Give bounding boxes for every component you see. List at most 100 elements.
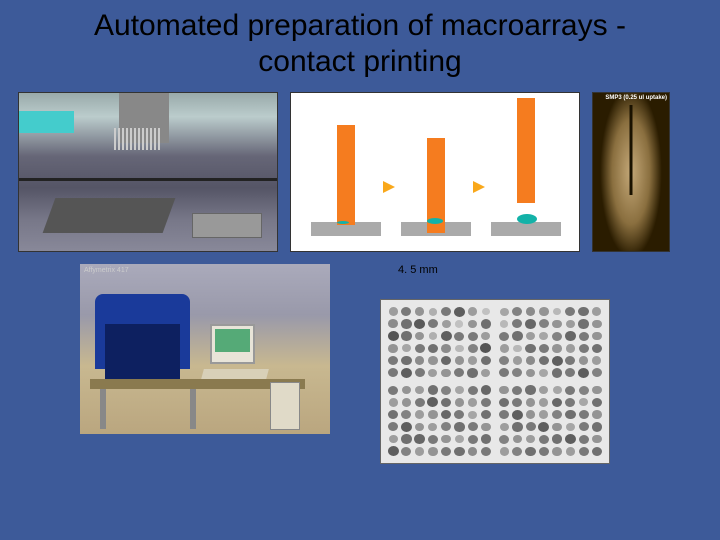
array-spot bbox=[526, 332, 535, 340]
array-spot bbox=[402, 386, 411, 395]
array-spot bbox=[455, 398, 464, 407]
array-spot bbox=[499, 368, 509, 377]
array-spot bbox=[388, 386, 398, 395]
arrow-1 bbox=[383, 181, 395, 193]
array-spot bbox=[454, 332, 464, 341]
array-spot bbox=[592, 386, 601, 395]
array-spot bbox=[512, 447, 522, 456]
array-spot bbox=[512, 398, 522, 407]
array-spot bbox=[481, 319, 491, 328]
array-spot bbox=[415, 332, 424, 341]
arrayer-photo bbox=[18, 92, 278, 252]
array-spot bbox=[539, 344, 549, 353]
array-spot bbox=[402, 398, 411, 407]
array-spot bbox=[468, 307, 477, 315]
array-spot bbox=[592, 435, 601, 444]
array-spot bbox=[455, 345, 463, 353]
array-spot bbox=[552, 447, 561, 456]
array-spot bbox=[441, 435, 450, 444]
array-spot bbox=[565, 307, 575, 316]
array-spot bbox=[526, 435, 535, 443]
pin-closeup-photo: SMP3 (0.25 ul uptake) bbox=[592, 92, 670, 252]
workstation-photo: Affymetrix 417 bbox=[80, 264, 330, 434]
shelf bbox=[19, 178, 277, 181]
array-spot bbox=[388, 422, 398, 431]
array-spot bbox=[401, 422, 412, 432]
array-spot bbox=[513, 356, 522, 364]
array-spot bbox=[389, 435, 398, 443]
array-spot bbox=[415, 447, 424, 455]
array-spot bbox=[526, 369, 535, 378]
array-spot bbox=[482, 308, 490, 315]
array-spot bbox=[566, 344, 575, 352]
array-block bbox=[387, 306, 492, 379]
pin-1 bbox=[337, 125, 355, 225]
array-spot bbox=[579, 422, 589, 431]
array-spot bbox=[526, 307, 536, 316]
array-spot bbox=[481, 369, 490, 377]
array-spot bbox=[512, 422, 522, 431]
array-spot bbox=[552, 344, 561, 353]
array-spot bbox=[578, 319, 588, 328]
plate bbox=[43, 198, 176, 233]
tray bbox=[192, 213, 262, 238]
array-spot bbox=[566, 320, 575, 328]
array-spot bbox=[480, 343, 491, 353]
array-spot bbox=[428, 319, 438, 328]
array-spot bbox=[468, 435, 478, 444]
array-spot bbox=[401, 319, 411, 328]
array-spot bbox=[428, 356, 437, 365]
array-spot bbox=[499, 332, 509, 341]
title-line-1: Automated preparation of macroarrays - bbox=[94, 9, 626, 42]
array-spot bbox=[441, 398, 451, 407]
array-spot bbox=[415, 398, 425, 407]
array-spot bbox=[415, 344, 425, 353]
array-spot bbox=[401, 331, 411, 340]
array-spot bbox=[441, 356, 452, 366]
array-spot bbox=[592, 332, 601, 341]
array-spot bbox=[552, 423, 561, 432]
array-spot bbox=[592, 344, 602, 353]
pin-slit bbox=[630, 105, 633, 195]
array-spot bbox=[415, 410, 424, 418]
array-spot bbox=[499, 386, 508, 395]
array-spot bbox=[565, 434, 576, 444]
array-spot bbox=[500, 308, 509, 316]
array-spot bbox=[468, 332, 478, 341]
array-spot bbox=[525, 385, 535, 394]
array-spot bbox=[512, 331, 522, 340]
array-spot bbox=[579, 356, 588, 365]
array-spot bbox=[539, 332, 548, 340]
array-spot bbox=[481, 434, 491, 443]
array-spot bbox=[388, 331, 399, 341]
array-spot bbox=[481, 398, 491, 407]
photo2-label: Affymetrix 417 bbox=[84, 267, 129, 274]
array-spot bbox=[539, 435, 549, 444]
array-spot bbox=[499, 398, 509, 407]
array-spot bbox=[526, 356, 536, 365]
array-spot bbox=[442, 320, 451, 328]
array-panel: 4. 5 mm bbox=[380, 264, 610, 464]
array-spot bbox=[539, 319, 549, 328]
array-spot bbox=[565, 331, 576, 341]
array-spot bbox=[579, 435, 589, 444]
array-spot bbox=[481, 423, 490, 432]
array-spot bbox=[512, 368, 522, 377]
array-spot bbox=[539, 356, 549, 365]
array-spot bbox=[512, 307, 522, 316]
array-spot bbox=[481, 332, 490, 340]
array-spot bbox=[401, 434, 411, 443]
cyan-block bbox=[19, 111, 74, 133]
array-spot bbox=[500, 423, 509, 431]
array-spot bbox=[539, 447, 549, 456]
macroarray-image bbox=[380, 299, 610, 464]
array-spot bbox=[454, 422, 464, 431]
array-spot bbox=[468, 356, 477, 364]
array-spot bbox=[388, 319, 398, 328]
array-spot bbox=[499, 410, 509, 419]
array-spot bbox=[592, 368, 602, 377]
array-spot bbox=[565, 368, 575, 377]
array-spot bbox=[526, 410, 535, 419]
array-spot bbox=[468, 386, 478, 395]
surface-3 bbox=[491, 222, 561, 236]
